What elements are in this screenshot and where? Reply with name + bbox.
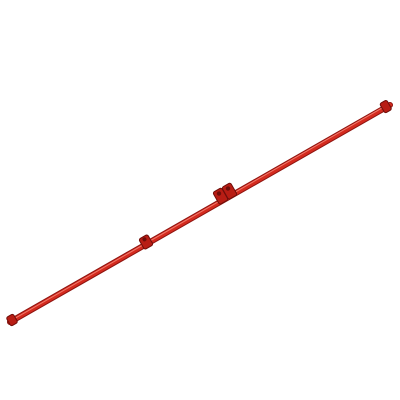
rod-highlight	[10, 103, 390, 322]
end-clip-right	[379, 100, 392, 114]
end-clip-left	[6, 313, 18, 327]
clips	[6, 100, 392, 327]
rod-body	[8, 103, 392, 324]
clip	[138, 234, 154, 250]
clip	[221, 182, 238, 200]
rod	[7, 102, 393, 325]
clip	[212, 187, 229, 205]
